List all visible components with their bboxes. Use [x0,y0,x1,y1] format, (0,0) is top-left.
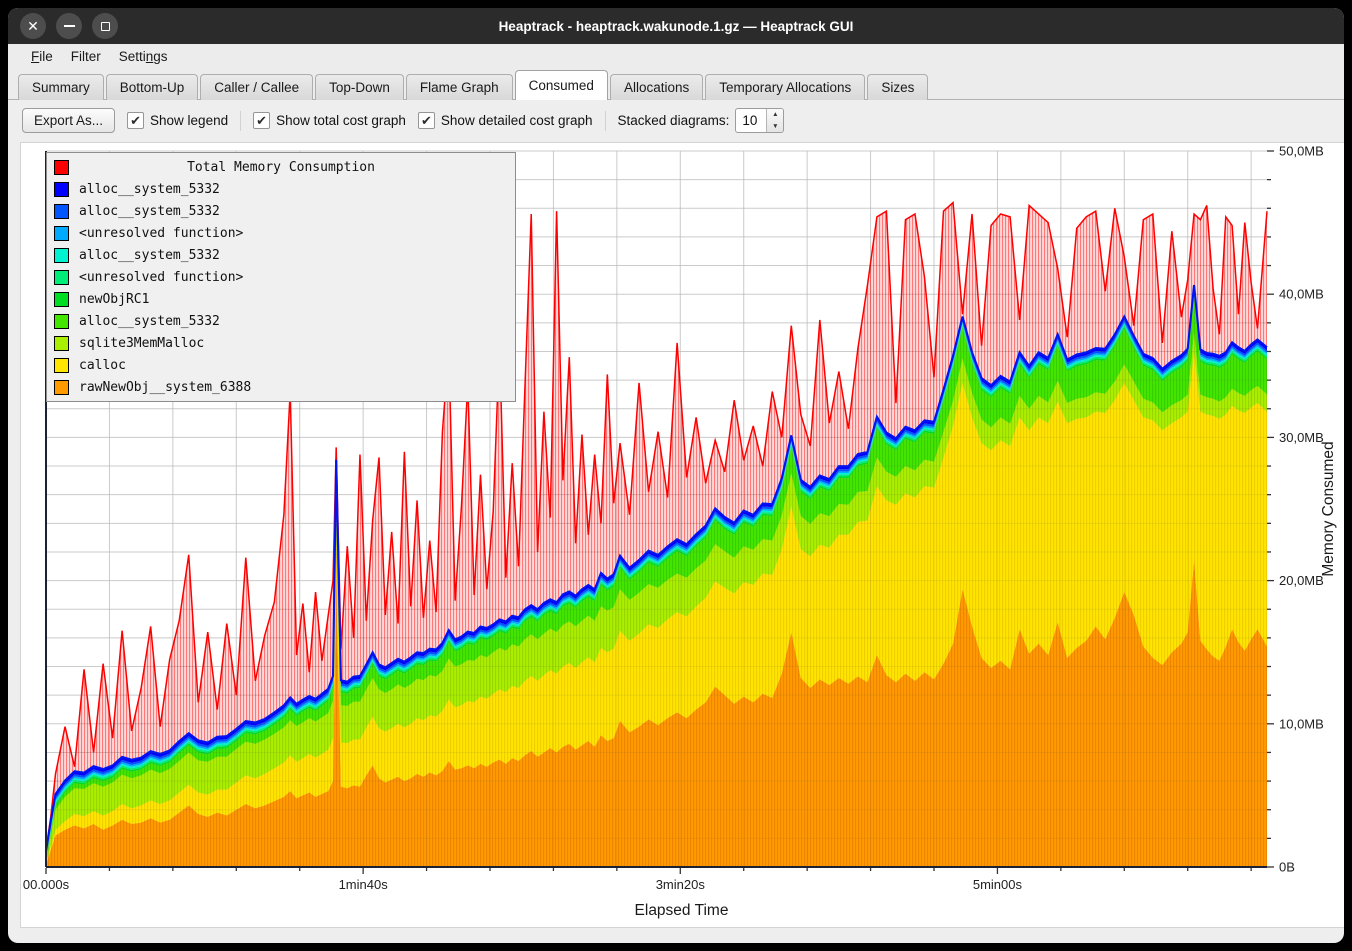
checkbox-label: Show legend [150,113,229,128]
legend-label: newObjRC1 [79,291,150,307]
tab-allocations[interactable]: Allocations [609,74,704,100]
toolbar-separator [240,110,242,131]
tab-caller-callee[interactable]: Caller / Callee [200,74,314,100]
legend-label: alloc__system_5332 [79,247,220,263]
x-tick-label: 00.000s [23,877,70,892]
checkbox-show-legend[interactable]: ✔ [127,112,145,129]
checkbox-group-show-detailed-cost-graph: ✔ Show detailed cost graph [417,112,593,129]
legend-item: <unresolved function> [47,222,515,244]
stacked-diagrams-value[interactable]: 10 [742,113,758,128]
checkbox-group-show-total-cost-graph: ✔ Show total cost graph [253,112,406,129]
series-sqlite3MemMalloc [46,332,1267,865]
legend-item: <unresolved function> [47,266,515,288]
stack-top-line [44,284,1268,852]
checkbox-show-total-cost-graph[interactable]: ✔ [253,112,271,129]
y-tick-label: 10,0MB [1279,716,1324,731]
series-total-line [45,200,1268,850]
series-calloc [46,352,1267,865]
checkbox-label: Show detailed cost graph [440,113,593,128]
checkbox-show-detailed-cost-graph[interactable]: ✔ [417,112,435,129]
tabbar: Summary Bottom-Up Caller / Callee Top-Down F… [8,69,1344,100]
menu-item-filter[interactable]: Filter [70,49,101,64]
x-tick-label: 1min40s [339,877,389,892]
legend-swatch [54,247,69,263]
legend-item: rawNewObj__system_6388 [47,376,515,398]
legend-swatch [54,357,69,373]
x-tick-label: 5min00s [973,877,1023,892]
menu-item-settings[interactable]: Settings [118,49,168,64]
legend-swatch [54,313,69,329]
legend-swatch [54,159,69,175]
app-window: ✕ Heaptrack - heaptrack.wakunode.1.gz — … [8,8,1344,943]
tab-flame-graph[interactable]: Flame Graph [405,74,513,100]
maximize-button[interactable] [92,13,118,39]
legend-title-row: Total Memory Consumption [47,156,515,178]
legend-label: alloc__system_5332 [79,181,220,197]
legend-item: alloc__system_5332 [47,244,515,266]
menu-item-file[interactable]: File [31,49,53,64]
y-tick-label: 50,0MB [1279,144,1324,159]
legend-label: sqlite3MemMalloc [79,335,205,351]
legend-label: <unresolved function> [79,225,244,241]
legend-swatch [54,181,69,197]
y-tick-label: 0B [1279,860,1295,875]
x-axis-label: Elapsed Time [635,902,729,919]
checkbox-label: Show total cost graph [276,113,406,128]
tab-summary[interactable]: Summary [18,74,104,100]
legend-label: alloc__system_5332 [79,313,220,329]
legend-item: calloc [47,354,515,376]
minimize-button[interactable] [56,13,82,39]
tab-temporary-allocations[interactable]: Temporary Allocations [705,74,866,100]
legend-item: sqlite3MemMalloc [47,332,515,354]
menubar: File Filter Settings [8,44,1344,69]
legend-swatch [54,335,69,351]
legend-item: newObjRC1 [47,288,515,310]
tab-consumed[interactable]: Consumed [514,70,608,100]
memory-consumption-chart[interactable]: 00.000s 1min40s 3min20s 5min00s 0B 10,0MB 20,0… [21,143,1344,927]
series-alloc-system-5332 [46,297,1267,864]
close-button[interactable]: ✕ [20,13,46,39]
tab-sizes[interactable]: Sizes [867,74,929,100]
legend-label: calloc [79,357,126,373]
x-tick-label: 3min20s [656,877,706,892]
y-tick-label: 30,0MB [1279,430,1324,445]
legend-swatch [54,291,69,307]
legend-swatch [54,269,69,285]
export-as-button[interactable]: Export As... [22,108,116,133]
spin-down-button[interactable]: ▼ [772,122,779,130]
legend-swatch [54,203,69,219]
legend-item: alloc__system_5332 [47,310,515,332]
stacked-diagrams-label: Stacked diagrams: [617,113,730,128]
legend-label: alloc__system_5332 [79,203,220,219]
close-icon: ✕ [27,18,39,34]
tab-top-down[interactable]: Top-Down [315,74,404,100]
stacked-diagrams-spinbox[interactable]: 10 ▲ ▼ [735,108,785,133]
spin-up-button[interactable]: ▲ [772,111,779,119]
y-tick-label: 20,0MB [1279,573,1324,588]
checkbox-group-show-legend: ✔ Show legend [127,112,228,129]
legend-item: alloc__system_5332 [47,200,515,222]
chart-legend: Total Memory Consumption alloc__system_53… [46,152,516,402]
legend-swatch [54,225,69,241]
series-rawNewObj-system-6388 [46,560,1267,867]
y-axis-label: Memory Consumed [1320,441,1337,576]
minimize-icon [63,25,75,27]
legend-label: rawNewObj__system_6388 [79,379,252,395]
chart-area: 00.000s 1min40s 3min20s 5min00s 0B 10,0MB 20,0… [20,142,1344,928]
legend-swatch [54,379,69,395]
legend-label: Total Memory Consumption [187,159,375,175]
titlebar: ✕ Heaptrack - heaptrack.wakunode.1.gz — … [8,8,1344,44]
y-tick-label: 40,0MB [1279,287,1324,302]
toolbar: Export As... ✔ Show legend ✔ Show total cos… [8,100,1344,141]
window-title: Heaptrack - heaptrack.wakunode.1.gz — He… [498,18,854,34]
toolbar-separator [604,110,606,131]
tab-bottom-up[interactable]: Bottom-Up [105,74,199,100]
maximize-icon [100,21,110,31]
legend-label: <unresolved function> [79,269,244,285]
legend-item: alloc__system_5332 [47,178,515,200]
